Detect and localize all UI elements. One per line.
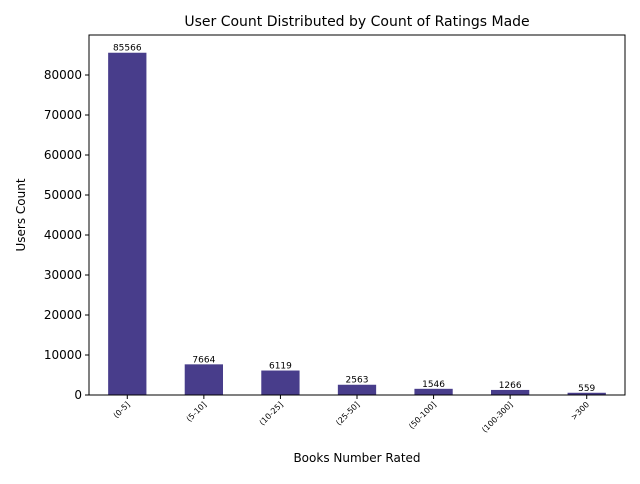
bars-layer	[108, 52, 606, 396]
x-tick-label-3: (25-50]	[334, 400, 361, 427]
data-label-3: 2563	[346, 376, 369, 386]
y-tick-label-0: 0	[74, 388, 82, 402]
x-axis: (0-5] (5-10] (10-25] (25-50] (50-100] (100-30…	[112, 395, 591, 434]
bar-0	[108, 52, 147, 396]
bar-6	[567, 392, 606, 395]
data-labels-layer: 85566 7664 6119 2563 1546 1266 559	[113, 44, 596, 394]
y-tick-label-6: 60000	[44, 148, 82, 162]
y-axis: 0 10000 20000 30000 40000 50000 60000 70000 8000…	[44, 68, 89, 402]
data-label-1: 7664	[192, 355, 215, 365]
chart-title: User Count Distributed by Count of Ratin…	[184, 14, 529, 30]
bar-1	[184, 364, 223, 395]
y-tick-label-3: 30000	[44, 268, 82, 282]
data-label-2: 6119	[269, 362, 292, 372]
x-tick-label-4: (50-100]	[407, 400, 438, 431]
x-tick-label-1: (5-10]	[185, 400, 209, 424]
y-tick-label-4: 40000	[44, 228, 82, 242]
x-tick-label-5: (100-300]	[480, 400, 514, 434]
plot-frame	[88, 34, 626, 396]
x-tick-label-2: (10-25]	[258, 400, 285, 427]
x-axis-label: Books Number Rated	[293, 451, 420, 465]
bar-2	[261, 370, 300, 395]
y-tick-label-1: 10000	[44, 348, 82, 362]
y-tick-label-2: 20000	[44, 308, 82, 322]
data-label-5: 1266	[499, 381, 522, 391]
y-tick-label-7: 70000	[44, 108, 82, 122]
bar-5	[491, 389, 530, 395]
data-label-0: 85566	[113, 44, 142, 54]
data-label-6: 559	[578, 384, 595, 394]
x-tick-label-0: (0-5]	[112, 400, 132, 420]
y-tick-label-5: 50000	[44, 188, 82, 202]
bar-3	[337, 384, 377, 395]
data-label-4: 1546	[422, 380, 445, 390]
bar-4	[414, 388, 453, 395]
y-tick-label-8: 80000	[44, 68, 82, 82]
x-tick-label-6: >300	[569, 400, 591, 422]
y-axis-label: Users Count	[14, 178, 28, 251]
